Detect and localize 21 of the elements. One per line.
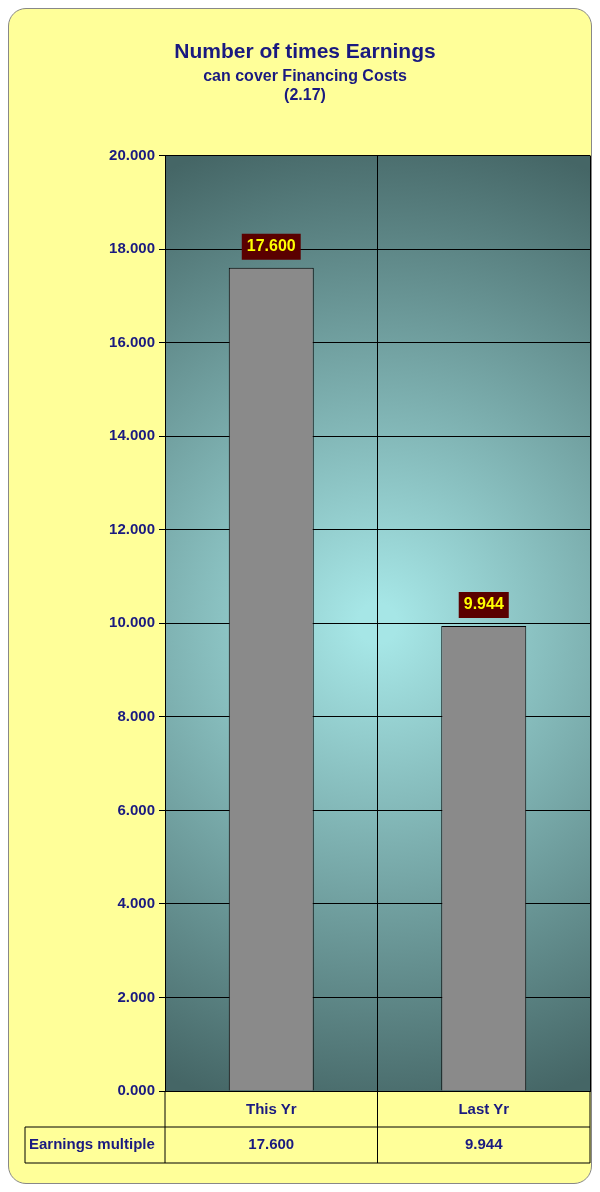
chart-title: Number of times Earnings (174, 39, 436, 63)
y-tick-label: 0.000 (117, 1081, 155, 1099)
y-tick-label: 14.000 (109, 426, 155, 444)
data-label: 17.600 (248, 1135, 295, 1153)
y-tick-label: 4.000 (117, 894, 155, 912)
text: 17.600 (246, 237, 296, 255)
data-label: 9.944 (464, 1135, 504, 1153)
x-tick-label: Last Yr (458, 1100, 510, 1118)
y-tick-label: 12.000 (109, 519, 155, 537)
y-tick-label: 10.000 (109, 613, 155, 631)
y-tick-label: 18.000 (109, 239, 155, 257)
y-tick-label: 8.000 (117, 706, 155, 724)
y-tick-label: 2.000 (117, 987, 155, 1005)
chart-subtitle: can cover Financing Costs (203, 67, 407, 85)
x-tick-label: This Yr (245, 1100, 297, 1118)
y-tick-label: 16.000 (109, 332, 155, 350)
y-tick-label: 6.000 (117, 800, 155, 818)
text: Earnings multiple (29, 1135, 155, 1153)
y-tick-label: 20.000 (109, 145, 155, 163)
text: (2.17) (284, 86, 326, 104)
text: 9.944 (463, 595, 504, 613)
